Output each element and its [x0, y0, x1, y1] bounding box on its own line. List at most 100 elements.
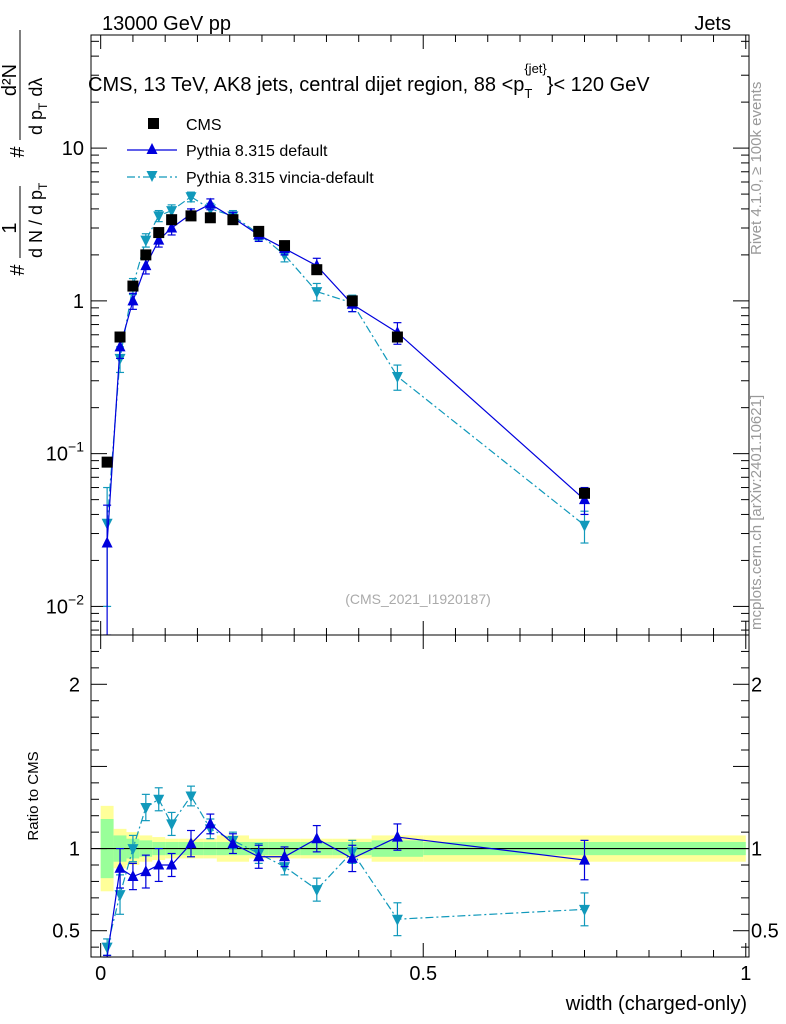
legend-cms-marker: [148, 118, 159, 129]
main-axis-ticks: [91, 35, 749, 635]
main-default-point: [153, 233, 165, 245]
ratio-vincia-point: [114, 890, 126, 902]
main-vincia-point: [140, 235, 152, 247]
legend-cms-label: CMS: [186, 117, 222, 134]
main-cms-point: [253, 225, 265, 237]
ratio-default-point: [346, 851, 358, 863]
x-tick-label: 1: [740, 963, 751, 985]
x-tick-label: 0.5: [409, 963, 437, 985]
ratio-plot-area: [91, 635, 749, 957]
rivet-version-label: Rivet 4.1.0, ≥ 100k events: [748, 82, 765, 255]
ratio-ytick-label: 0.5: [52, 921, 80, 943]
main-vincia-point: [166, 206, 178, 218]
main-ytick-label: 10−1: [46, 439, 84, 466]
main-cms-point: [166, 214, 178, 226]
main-ytick-label-base: 10: [46, 444, 68, 466]
main-ytick-label: 10−2: [46, 591, 84, 618]
main-default-point: [101, 536, 113, 548]
main-cms-point: [204, 212, 216, 224]
main-cms-point: [346, 295, 358, 307]
ratio-ytick-label-right: 2: [751, 674, 762, 696]
y-label-frac1-sub: T: [36, 182, 50, 190]
main-cms-point: [279, 240, 291, 252]
ratio-vincia-point: [166, 819, 178, 831]
main-ytick-label-base: 10: [62, 138, 84, 160]
y-label-frac2-sub: T: [36, 102, 50, 110]
y-label-frac2-num: d²N: [0, 64, 21, 96]
ratio-default-point: [311, 832, 323, 844]
main-y-axis-label: # 1 d N / d pT # d²N d pTdλ: [0, 30, 50, 276]
ratio-default-point: [204, 817, 216, 829]
main-default-point: [166, 221, 178, 233]
main-vincia-point: [391, 371, 403, 383]
ratio-frame: [90, 634, 750, 958]
y-label-frac2-den: d pTdλ: [26, 78, 50, 135]
legend-default-label: Pythia 8.315 default: [186, 143, 328, 160]
y-label-frac2-den-text: d p: [26, 110, 46, 135]
main-vincia-point: [153, 211, 165, 223]
ratio-vincia-point: [101, 942, 113, 954]
ratio-vincia-point: [185, 791, 197, 803]
ratio-default-point: [227, 837, 239, 849]
ratio-ytick-label-right: 1: [751, 839, 762, 861]
ratio-default-point: [253, 850, 265, 862]
y-label-frac1-den: d N / d pT: [26, 182, 50, 258]
main-plot-area: [91, 35, 749, 635]
ratio-vincia-point: [391, 914, 403, 926]
ratio-vincia-point: [579, 904, 590, 916]
main-ytick-label: 10: [62, 138, 84, 160]
ratio-axis-ticks: [91, 635, 749, 957]
legend-default-marker: [146, 143, 158, 154]
ratio-y-axis-label: Ratio to CMS: [25, 751, 42, 840]
ratio-default-point: [579, 853, 590, 865]
header-energy-label: 13000 GeV pp: [102, 13, 231, 35]
main-cms-point: [391, 331, 403, 343]
main-default-point: [204, 197, 216, 209]
ratio-default-point: [140, 865, 152, 877]
analysis-watermark: (CMS_2021_I1920187): [345, 591, 491, 607]
plot-title: CMS, 13 TeV, AK8 jets, central dijet reg…: [88, 61, 650, 101]
ratio-default-point: [391, 830, 403, 842]
y-label-hash-1: #: [7, 264, 29, 276]
legend: CMS Pythia 8.315 default Pythia 8.315 vi…: [127, 117, 374, 187]
main-cms-point: [140, 249, 152, 261]
main-vincia-point: [114, 353, 126, 365]
ratio-series-layer: [101, 785, 590, 958]
ratio-default-point: [166, 858, 178, 870]
main-cms-point: [153, 227, 165, 239]
ratio-default-point: [127, 870, 139, 881]
main-vincia-point: [579, 520, 590, 532]
main-ytick-label-exponent: −1: [68, 439, 84, 455]
main-ytick-label-exponent: −2: [68, 591, 84, 607]
main-cms-point: [311, 264, 323, 276]
main-ytick-label: 1: [73, 291, 84, 313]
main-default-point: [140, 259, 152, 271]
main-cms-point: [227, 214, 239, 226]
ratio-vincia-point: [127, 844, 139, 856]
ratio-vincia-point: [153, 794, 165, 806]
header-jets-label: Jets: [694, 13, 731, 35]
y-label-frac2-tail: dλ: [26, 78, 46, 97]
ratio-ytick-label: 1: [69, 839, 80, 861]
main-default-point: [114, 340, 126, 352]
main-ytick-label-base: 10: [46, 596, 68, 618]
ratio-ytick-label: 2: [69, 674, 80, 696]
title-superscript: {jet}: [524, 61, 547, 76]
ratio-default-point: [153, 858, 165, 870]
y-label-frac1-den-text: d N / d p: [26, 190, 46, 258]
y-label-hash-2: #: [7, 146, 29, 158]
main-vincia-point: [311, 287, 323, 299]
ratio-vincia-point: [279, 862, 291, 874]
x-axis-label: width (charged-only): [565, 993, 747, 1015]
main-cms-point: [114, 331, 126, 343]
ratio-vincia-point: [311, 885, 323, 897]
title-tail: }< 120 GeV: [547, 74, 651, 96]
y-label-frac1-num: 1: [0, 222, 21, 233]
ratio-y-tick-labels: 0.5 0.5 1 1 2 2: [52, 674, 779, 942]
legend-vincia-label: Pythia 8.315 vincia-default: [186, 170, 374, 187]
ratio-default-point: [279, 850, 291, 862]
ratio-default-point: [114, 861, 126, 873]
main-cms-point: [127, 280, 139, 292]
main-cms-point: [185, 210, 197, 222]
